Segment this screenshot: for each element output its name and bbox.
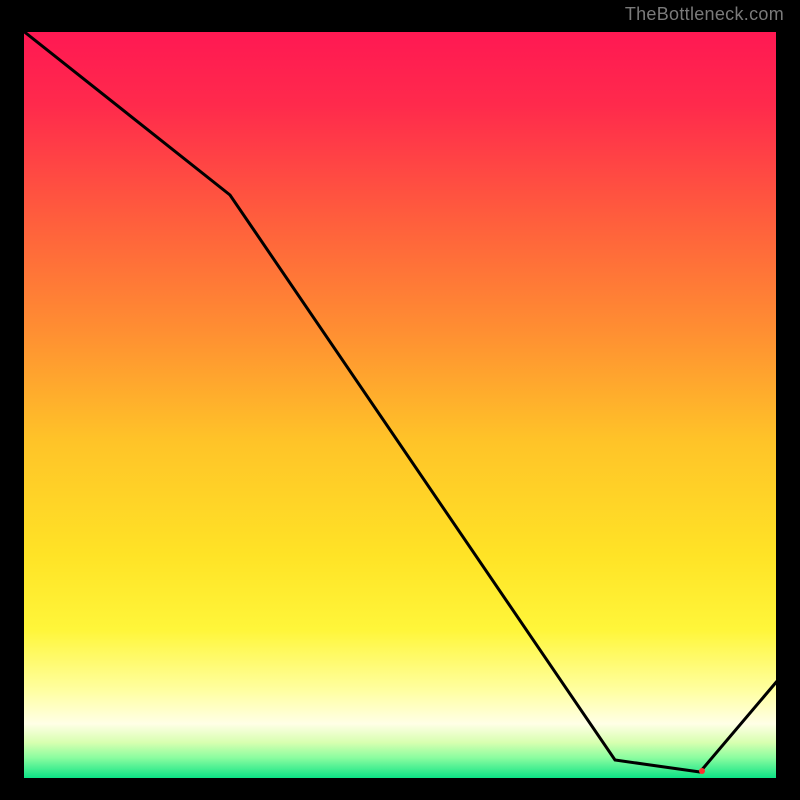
bottleneck-chart-svg [0, 0, 800, 800]
optimal-point-marker [699, 768, 705, 774]
attribution-text: TheBottleneck.com [625, 4, 784, 25]
plot-background [22, 30, 778, 780]
chart-stage: TheBottleneck.com [0, 0, 800, 800]
